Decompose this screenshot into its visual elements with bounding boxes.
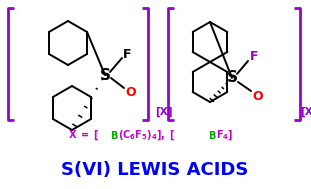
Text: F: F bbox=[250, 50, 258, 63]
Text: $\mathbf{B}$: $\mathbf{B}$ bbox=[208, 129, 217, 141]
Text: [X]: [X] bbox=[155, 107, 173, 117]
Text: S: S bbox=[226, 70, 238, 85]
Text: $\mathbf{X\ =\ [}$: $\mathbf{X\ =\ [}$ bbox=[68, 128, 100, 142]
Text: O: O bbox=[253, 90, 263, 102]
Text: S: S bbox=[100, 67, 110, 83]
Text: S(VI) LEWIS ACIDS: S(VI) LEWIS ACIDS bbox=[61, 161, 249, 179]
Text: $\mathbf{F_4]}$: $\mathbf{F_4]}$ bbox=[216, 128, 234, 142]
Text: $\mathbf{(C_6F_5)_4],\ [}$: $\mathbf{(C_6F_5)_4],\ [}$ bbox=[118, 128, 175, 142]
Text: O: O bbox=[126, 87, 136, 99]
Text: [X]: [X] bbox=[300, 107, 311, 117]
Text: $\mathbf{B}$: $\mathbf{B}$ bbox=[110, 129, 119, 141]
Text: F: F bbox=[123, 49, 131, 61]
